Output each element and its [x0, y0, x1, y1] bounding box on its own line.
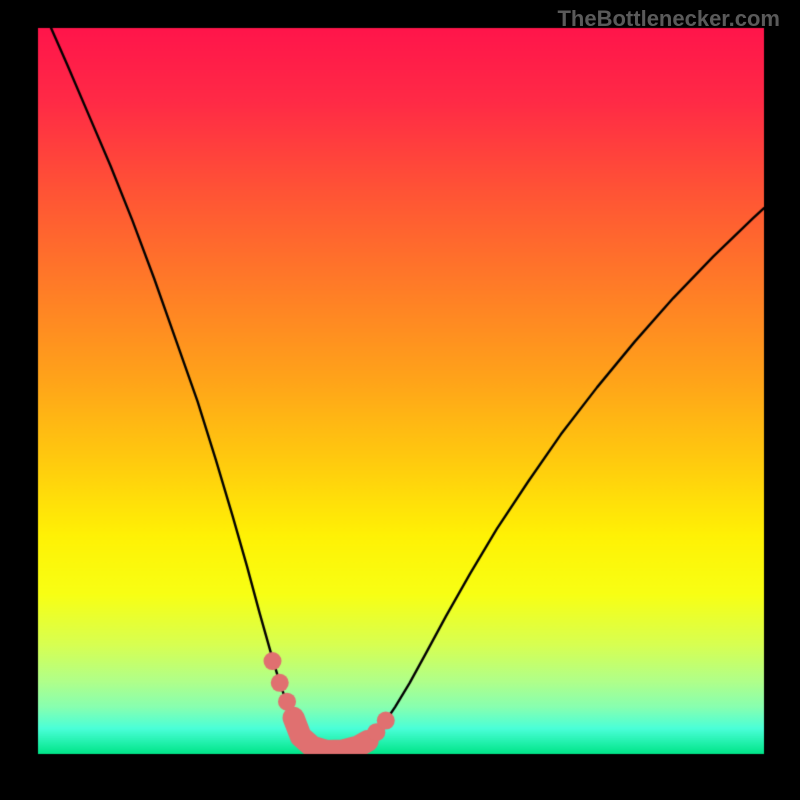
bottleneck-chart [0, 0, 800, 800]
